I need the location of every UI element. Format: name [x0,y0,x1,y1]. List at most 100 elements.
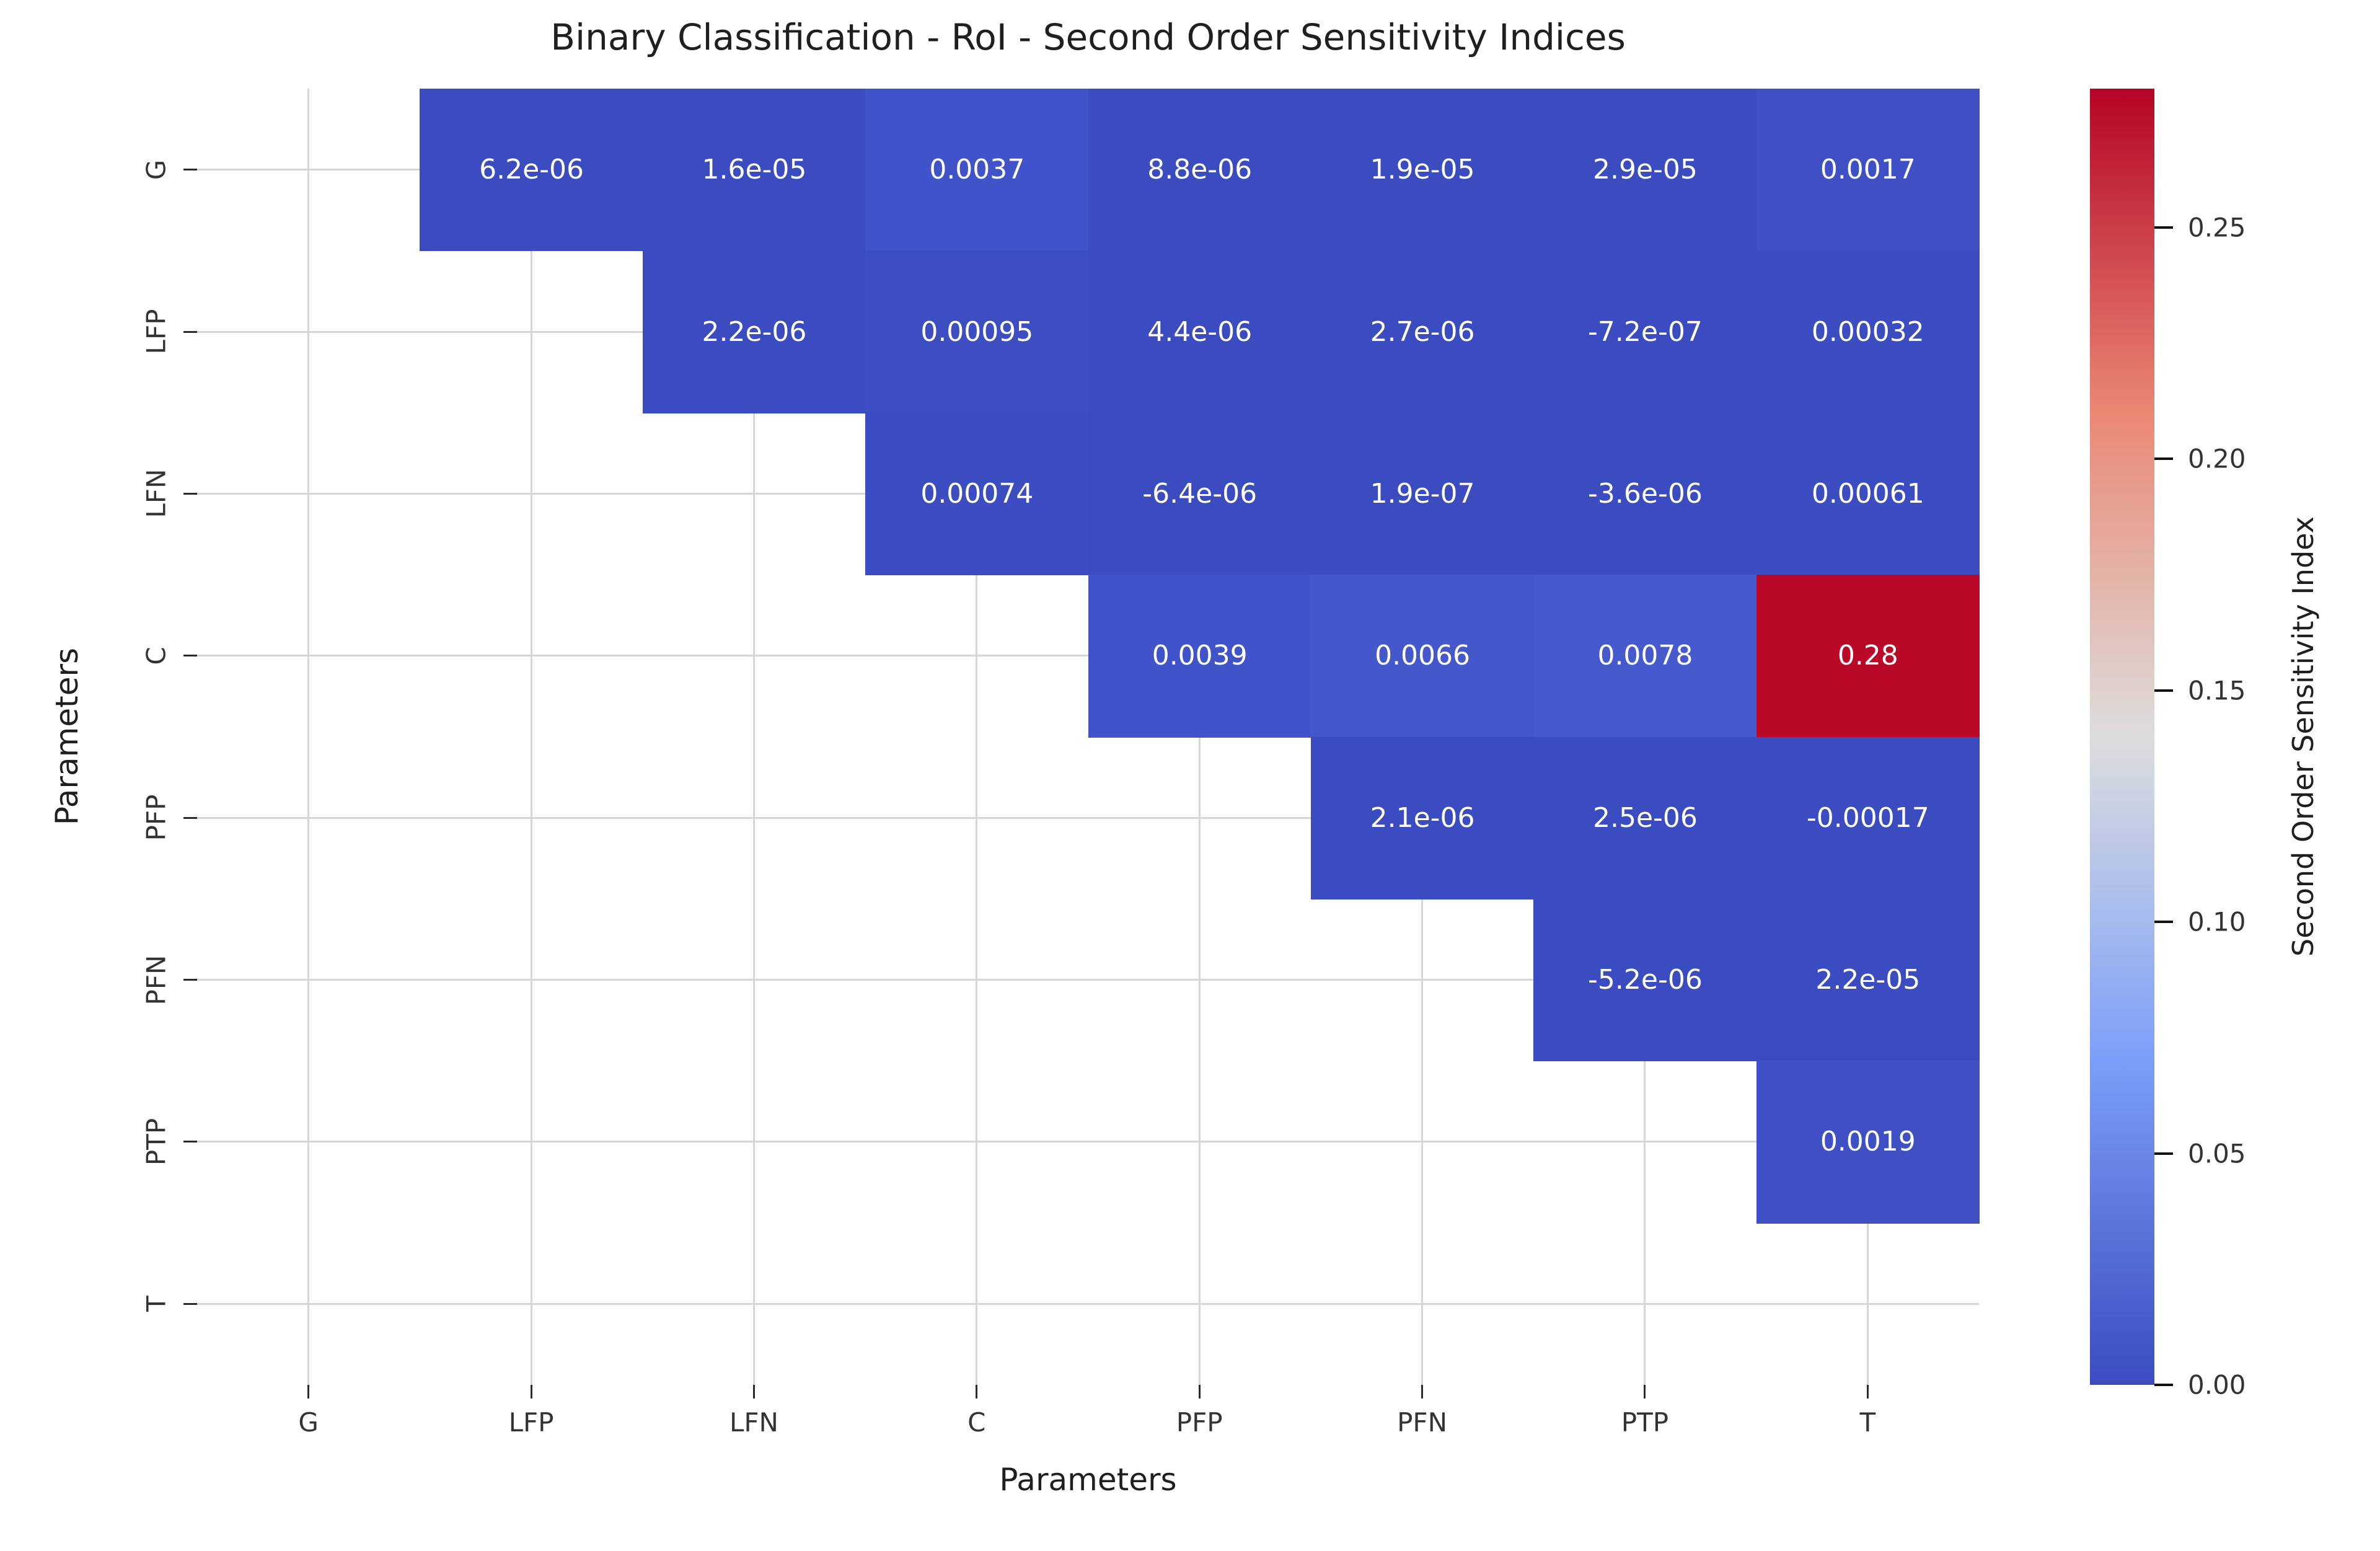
gridline-vertical [752,89,755,1385]
x-axis-tick [307,1385,310,1399]
x-axis-tick [1644,1385,1646,1399]
cell-value: 0.0037 [929,154,1025,186]
heatmap-cell: 1.9e-07 [1310,412,1535,576]
x-axis-tick [752,1385,755,1399]
gridline-vertical [976,89,978,1385]
y-axis-label: Parameters [49,647,85,826]
cell-value: 0.00032 [1811,316,1924,348]
heatmap-cell: 2.2e-05 [1756,898,1980,1062]
colorbar-tick-label: 0.00 [2188,1369,2246,1400]
heatmap-cell: 0.00074 [865,412,1089,576]
colorbar-label: Second Order Sensitivity Index [2286,516,2320,957]
x-axis-tick [1866,1385,1869,1399]
heatmap-cell: 2.5e-06 [1533,736,1757,899]
y-axis-tick [183,1141,197,1143]
cell-value: 0.0019 [1820,1126,1916,1158]
y-axis-tick [183,169,197,171]
colorbar-tick-label: 0.20 [2188,443,2246,474]
heatmap-cell: 4.4e-06 [1088,250,1311,413]
cell-value: -7.2e-07 [1588,316,1703,348]
cell-value: 2.9e-05 [1592,154,1698,186]
cell-value: -5.2e-06 [1588,964,1703,996]
cell-value: 6.2e-06 [479,154,584,186]
heatmap-cell: 0.28 [1756,575,1980,738]
colorbar-tick-label: 0.05 [2188,1138,2246,1169]
colorbar-tick [2154,1152,2173,1155]
y-tick-label-text: PTP [141,1118,172,1166]
cell-value: 2.1e-06 [1370,802,1475,834]
x-tick-label: LFP [508,1407,554,1438]
cell-value: 2.2e-05 [1815,964,1921,996]
y-axis-tick [183,330,197,333]
y-axis-tick [183,655,197,657]
x-axis-tick [976,1385,978,1399]
colorbar-tick [2154,457,2173,461]
cell-value: -6.4e-06 [1142,477,1258,510]
cell-value: 0.28 [1837,640,1898,672]
cell-value: 0.0078 [1597,640,1693,672]
x-tick-label: C [967,1407,986,1438]
y-axis-tick [183,816,197,819]
x-tick-label: G [298,1407,319,1438]
heatmap-cell: 0.00095 [865,250,1089,413]
y-axis-tick [183,979,197,981]
x-axis-tick [530,1385,532,1399]
chart-title: Binary Classification - RoI - Second Ord… [550,16,1626,58]
heatmap-cell: -6.4e-06 [1088,412,1311,576]
heatmap-cell: 6.2e-06 [420,89,643,252]
colorbar-tick [2154,1384,2173,1386]
heatmap-cell: -7.2e-07 [1533,250,1757,413]
heatmap-cell: 0.0017 [1756,89,1980,252]
heatmap-cell: 0.0066 [1310,575,1535,738]
heatmap-cell: 2.2e-06 [642,250,866,413]
x-tick-label: T [1859,1407,1876,1438]
y-tick-label-text: LFN [141,469,172,518]
heatmap-cell: 2.9e-05 [1533,89,1757,252]
colorbar-tick [2154,226,2173,229]
colorbar-tick-label: 0.25 [2188,212,2246,243]
y-tick-label-text: C [141,647,172,665]
heatmap-cell: -3.6e-06 [1533,412,1757,576]
cell-value: -0.00017 [1806,802,1929,834]
cell-value: 0.0039 [1152,640,1248,672]
gridline-horizontal [197,816,1979,819]
y-tick-label-text: PFN [141,955,172,1005]
heatmap-cell: -0.00017 [1756,736,1980,899]
y-tick-label-text: LFP [141,309,172,355]
cell-value: 0.0066 [1375,640,1471,672]
cell-value: 1.9e-05 [1370,154,1475,186]
x-axis-tick [1421,1385,1424,1399]
cell-value: -3.6e-06 [1588,477,1703,510]
heatmap-plot-area: 6.2e-06 1.6e-05 0.0037 8.8e-06 1.9e-05 2.9e-0… [197,89,1980,1385]
cell-value: 2.7e-06 [1370,316,1475,348]
cell-value: 0.00095 [920,316,1034,348]
gridline-vertical [307,89,310,1385]
heatmap-cell: 8.8e-06 [1088,89,1311,252]
y-tick-label-text: T [141,1296,172,1312]
y-axis-tick [183,1302,197,1305]
colorbar-gradient [2090,89,2154,1385]
heatmap-cell: 2.1e-06 [1310,736,1535,899]
x-tick-label: PFN [1397,1407,1448,1438]
cell-value: 0.0017 [1820,154,1916,186]
colorbar-tick [2154,921,2173,924]
colorbar-tick-label: 0.15 [2188,675,2246,706]
cell-value: 1.6e-05 [702,154,807,186]
colorbar-tick [2154,689,2173,692]
cell-value: 1.9e-07 [1370,477,1475,510]
cell-value: 0.00061 [1811,477,1924,510]
x-tick-label: PFP [1176,1407,1223,1438]
heatmap-cell: 1.6e-05 [642,89,866,252]
heatmap-cell: 0.0039 [1088,575,1311,738]
heatmap-cell: 0.0078 [1533,575,1757,738]
y-axis-tick [183,492,197,495]
gridline-vertical [530,89,532,1385]
cell-value: 2.2e-06 [702,316,807,348]
heatmap-cell: 1.9e-05 [1310,89,1535,252]
x-axis-tick [1198,1385,1201,1399]
colorbar-tick-label: 0.10 [2188,906,2246,937]
heatmap-cell: 0.0019 [1756,1061,1980,1224]
gridline-horizontal [197,1141,1979,1143]
heatmap-cell: 2.7e-06 [1310,250,1535,413]
